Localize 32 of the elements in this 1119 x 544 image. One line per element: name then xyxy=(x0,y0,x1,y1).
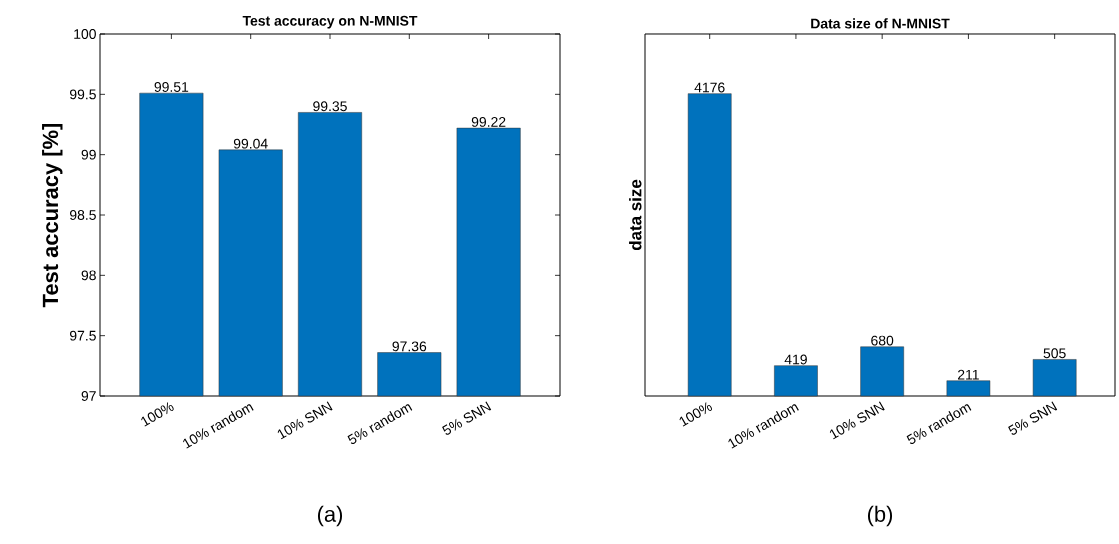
data-label: 419 xyxy=(784,354,807,365)
x-tick-label: 10% SNN xyxy=(829,401,885,440)
data-label: 99.51 xyxy=(154,81,189,92)
data-label: 99.22 xyxy=(471,116,506,127)
data-label: 4176 xyxy=(694,82,725,93)
text: (a) xyxy=(317,505,343,527)
y-tick-label: 99.5 xyxy=(69,89,96,100)
y-tick-label: 99 xyxy=(81,149,96,160)
y-tick-label: 100 xyxy=(74,29,96,39)
data-label: 680 xyxy=(871,335,894,346)
y-tick-label: 97.5 xyxy=(69,330,96,341)
chart-title: Data size of N-MNIST xyxy=(811,18,950,29)
y-axis-title: data size xyxy=(629,179,642,251)
data-label: 97.36 xyxy=(392,341,427,352)
y-tick-label: 97 xyxy=(81,391,96,401)
y-tick-label: 98.5 xyxy=(69,210,96,220)
bar xyxy=(860,346,904,397)
y-axis-title: Test accuracy [%] xyxy=(42,123,63,308)
data-label: 211 xyxy=(957,369,979,380)
chart-title: Test accuracy on N-MNIST xyxy=(242,15,418,29)
bar xyxy=(687,93,732,397)
text: (b) xyxy=(867,505,893,527)
bar xyxy=(774,365,818,397)
x-tick-label: 5% SNN xyxy=(1008,401,1058,435)
bar xyxy=(1032,359,1077,397)
data-label: 99.04 xyxy=(233,138,268,149)
bar xyxy=(946,380,991,397)
data-label: 505 xyxy=(1043,348,1066,359)
x-tick-label: 10% SNN xyxy=(277,401,333,440)
x-tick-label: 5% SNN xyxy=(442,401,492,435)
data-label: 99.35 xyxy=(313,101,347,112)
y-tick-label: 98 xyxy=(81,270,96,281)
